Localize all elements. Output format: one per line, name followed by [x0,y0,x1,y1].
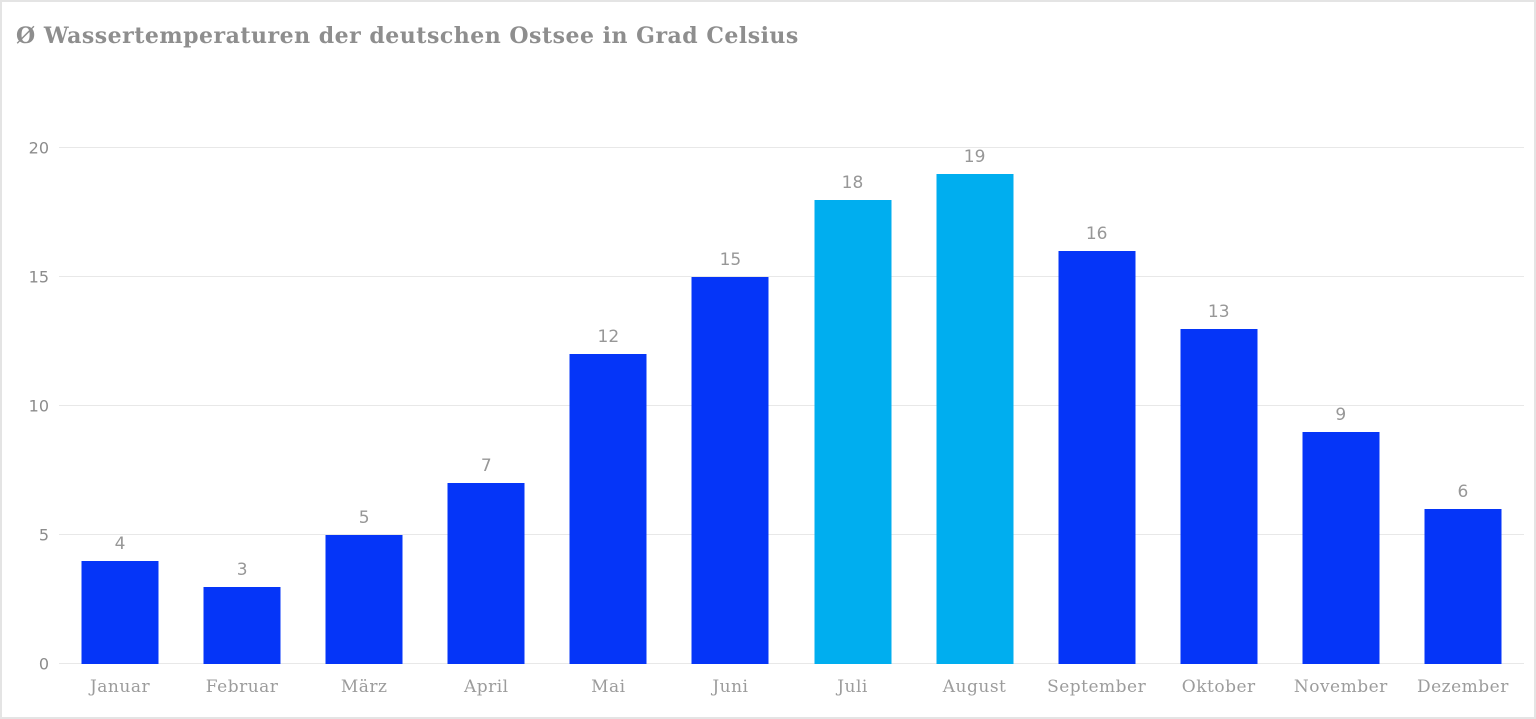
bar-februar[interactable] [203,586,281,664]
bar-august[interactable] [936,173,1014,664]
bar-value-label: 6 [1457,482,1469,503]
bar-november[interactable] [1302,431,1380,664]
x-axis-label: März [340,677,388,697]
gridline: 0 [39,654,1524,673]
bar-juli[interactable] [814,199,891,664]
bar-value-label: 13 [1207,301,1230,322]
x-axis-label: Januar [89,677,151,697]
gridline: 5 [39,525,1524,544]
bar-slot-november: 9 November [1280,148,1402,697]
gridline: 20 [29,138,1524,157]
bar-value-label: 5 [358,508,370,528]
bar-slot-juli: 18 Juli [791,148,913,697]
bar-juni[interactable] [691,277,769,664]
bar-value-label: 18 [841,172,864,193]
bar-value-label: 12 [597,327,620,348]
x-axis-label: November [1293,677,1388,697]
chart-title: Ø Wassertemperaturen der deutschen Ostse… [16,23,799,49]
bar-slot-august: 19 August [914,146,1036,697]
plot-area: 0 5 10 15 20 4 Januar 3 Februar 5 März 7 April 12 Mai… [29,138,1524,697]
bar-slot-september: 16 September [1036,148,1158,697]
bar-slot-marz: 5 März [303,148,425,697]
bar-value-label: 19 [963,146,986,167]
bar-mai[interactable] [569,354,647,664]
x-axis-label: April [463,677,509,697]
x-axis-label: Mai [591,677,626,697]
gridline: 10 [29,396,1524,415]
x-axis-label: Juni [712,677,749,697]
bar-value-label: 15 [719,250,742,270]
x-axis-label: September [1047,677,1147,697]
bar-april[interactable] [447,483,525,664]
bar-value-label: 3 [236,559,248,580]
bar-januar[interactable] [81,560,159,664]
bars-layer: 4 Januar 3 Februar 5 März 7 April 12 Mai 15 Juni 18 J… [59,146,1524,697]
bar-slot-februar: 3 Februar [181,148,303,697]
bar-slot-mai: 12 Mai [547,148,669,697]
x-axis-label: Februar [205,677,279,697]
bar-value-label: 9 [1335,404,1347,425]
bar-slot-april: 7 April [425,148,547,697]
bar-marz[interactable] [325,535,403,664]
bar-value-label: 16 [1085,224,1108,245]
x-axis-label: Juli [837,677,868,697]
bar-value-label: 4 [114,533,126,554]
bar-slot-juni: 15 Juni [669,148,791,697]
bar-slot-dezember: 6 Dezember [1402,148,1524,697]
y-axis-tick-label: 0 [38,654,49,673]
x-axis-label: Oktober [1181,677,1256,697]
y-axis-tick-label: 20 [28,138,49,157]
gridline: 15 [29,267,1524,286]
bar-slot-oktober: 13 Oktober [1158,148,1280,697]
y-axis-tick-label: 5 [38,525,49,544]
x-axis-label: August [942,677,1007,697]
bar-slot-januar: 4 Januar [59,148,181,697]
bar-value-label: 7 [480,456,492,477]
y-axis-tick-label: 15 [28,267,49,286]
bar-oktober[interactable] [1180,328,1258,664]
x-axis-label: Dezember [1416,677,1509,697]
bar-dezember[interactable] [1424,509,1502,664]
bar-september[interactable] [1058,251,1136,664]
y-axis-tick-label: 10 [28,396,49,415]
